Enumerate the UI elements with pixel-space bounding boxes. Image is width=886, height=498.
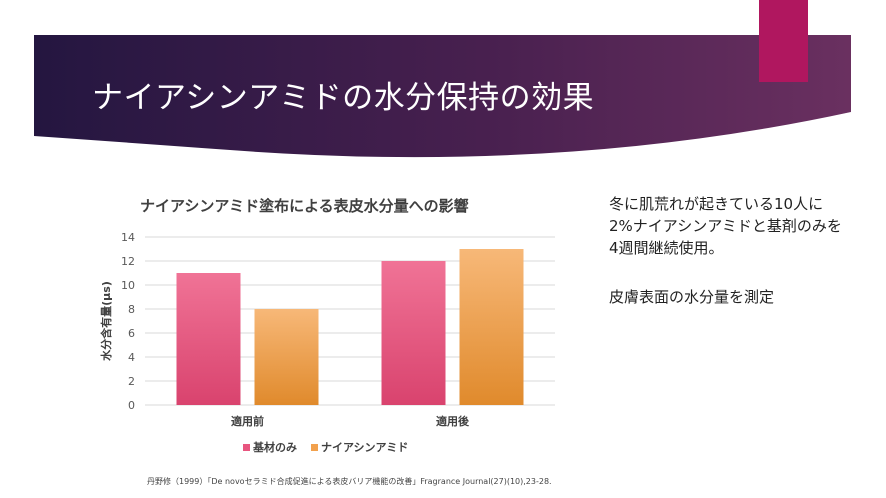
description-line-2: 2%ナイアシンアミドと基剤のみを bbox=[609, 217, 842, 235]
x-category-label: 適用後 bbox=[436, 414, 470, 428]
bar-base bbox=[176, 273, 241, 405]
legend-item-base: 基材のみ bbox=[243, 439, 297, 455]
bar-base bbox=[381, 261, 446, 405]
measurement-note: 皮膚表面の水分量を測定 bbox=[609, 288, 775, 306]
study-description: 冬に肌荒れが起きている10人に 2%ナイアシンアミドと基剤のみを 4週間継続使用… bbox=[609, 193, 879, 308]
bar-niacinamide bbox=[254, 309, 319, 405]
accent-bookmark bbox=[759, 0, 808, 82]
y-tick-label: 12 bbox=[121, 255, 135, 268]
slide-title: ナイアシンアミドの水分保持の効果 bbox=[92, 80, 595, 116]
bar-chart: 0 2 4 6 8 10 12 14 水分含有量(μs) 適用前 適用後 bbox=[99, 231, 555, 428]
y-tick-label: 2 bbox=[128, 375, 135, 388]
chart-title: ナイアシンアミド塗布による表皮水分量への影響 bbox=[140, 197, 469, 215]
y-tick-label: 4 bbox=[128, 351, 135, 364]
legend-label-base: 基材のみ bbox=[253, 441, 297, 454]
description-line-3: 4週間継続使用。 bbox=[609, 239, 724, 257]
y-tick-label: 6 bbox=[128, 327, 135, 340]
bar-niacinamide bbox=[459, 249, 524, 405]
x-category-label: 適用前 bbox=[231, 414, 264, 428]
y-tick-label: 14 bbox=[121, 231, 135, 244]
legend-item-niacinamide: ナイアシンアミド bbox=[311, 439, 408, 455]
title-banner bbox=[34, 0, 851, 160]
y-axis-label: 水分含有量(μs) bbox=[99, 281, 113, 361]
legend-label-niacinamide: ナイアシンアミド bbox=[321, 441, 409, 454]
y-tick-label: 0 bbox=[128, 399, 135, 412]
description-line-1: 冬に肌荒れが起きている10人に bbox=[609, 195, 824, 213]
y-tick-label: 8 bbox=[128, 303, 135, 316]
legend-swatch-niacinamide bbox=[311, 443, 318, 451]
legend-swatch-base bbox=[243, 443, 250, 451]
citation: 丹野修（1999）「De novoセラミド合成促進による表皮バリア機能の改善」F… bbox=[147, 477, 552, 486]
y-tick-label: 10 bbox=[121, 279, 135, 292]
chart-legend: 基材のみ ナイアシンアミド bbox=[243, 439, 408, 455]
